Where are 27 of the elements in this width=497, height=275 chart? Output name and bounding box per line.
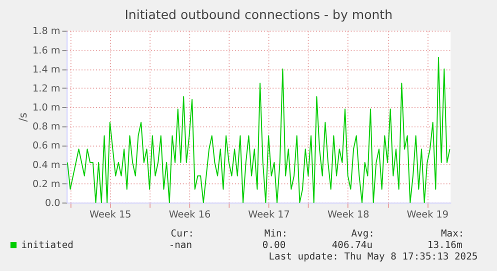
y-tick-label: 1.4 m — [32, 64, 60, 76]
chart-title: Initiated outbound connections - by month — [124, 7, 393, 22]
y-tick-label: 0.0 — [44, 198, 60, 209]
y-tick-label: 0.6 m — [32, 140, 60, 152]
y-tick-label: 0.2 m — [32, 178, 60, 190]
text: Max: — [441, 228, 464, 240]
y-tick-label: 1.2 m — [32, 83, 60, 94]
text: Last update: Thu May 8 17:35:13 2025 — [268, 252, 478, 263]
text: Avg: — [351, 228, 374, 240]
text: Cur: — [170, 228, 194, 240]
text: 0.00 — [262, 240, 286, 251]
y-tick-label: 1.8 m — [32, 26, 60, 38]
text: 406.74u — [332, 240, 373, 251]
x-tick-label: Week 18 — [327, 210, 370, 221]
x-tick-label: Week 15 — [90, 210, 132, 221]
y-tick-label: 0.4 m — [32, 160, 60, 171]
y-tick-label: 0.8 m — [32, 122, 60, 133]
y-tick-label: 1.6 m — [32, 45, 60, 56]
x-tick-label: Week 16 — [168, 210, 211, 221]
text: Min: — [264, 228, 288, 240]
x-tick-label: Week 19 — [406, 210, 449, 221]
text: -nan — [168, 240, 192, 251]
x-tick-label: Week 17 — [248, 210, 290, 221]
y-tick-label: 1.0 m — [32, 102, 60, 114]
y-axis-title: /s — [16, 112, 30, 122]
legend-label: initiated — [21, 240, 74, 251]
text: 13.16m — [427, 240, 462, 251]
